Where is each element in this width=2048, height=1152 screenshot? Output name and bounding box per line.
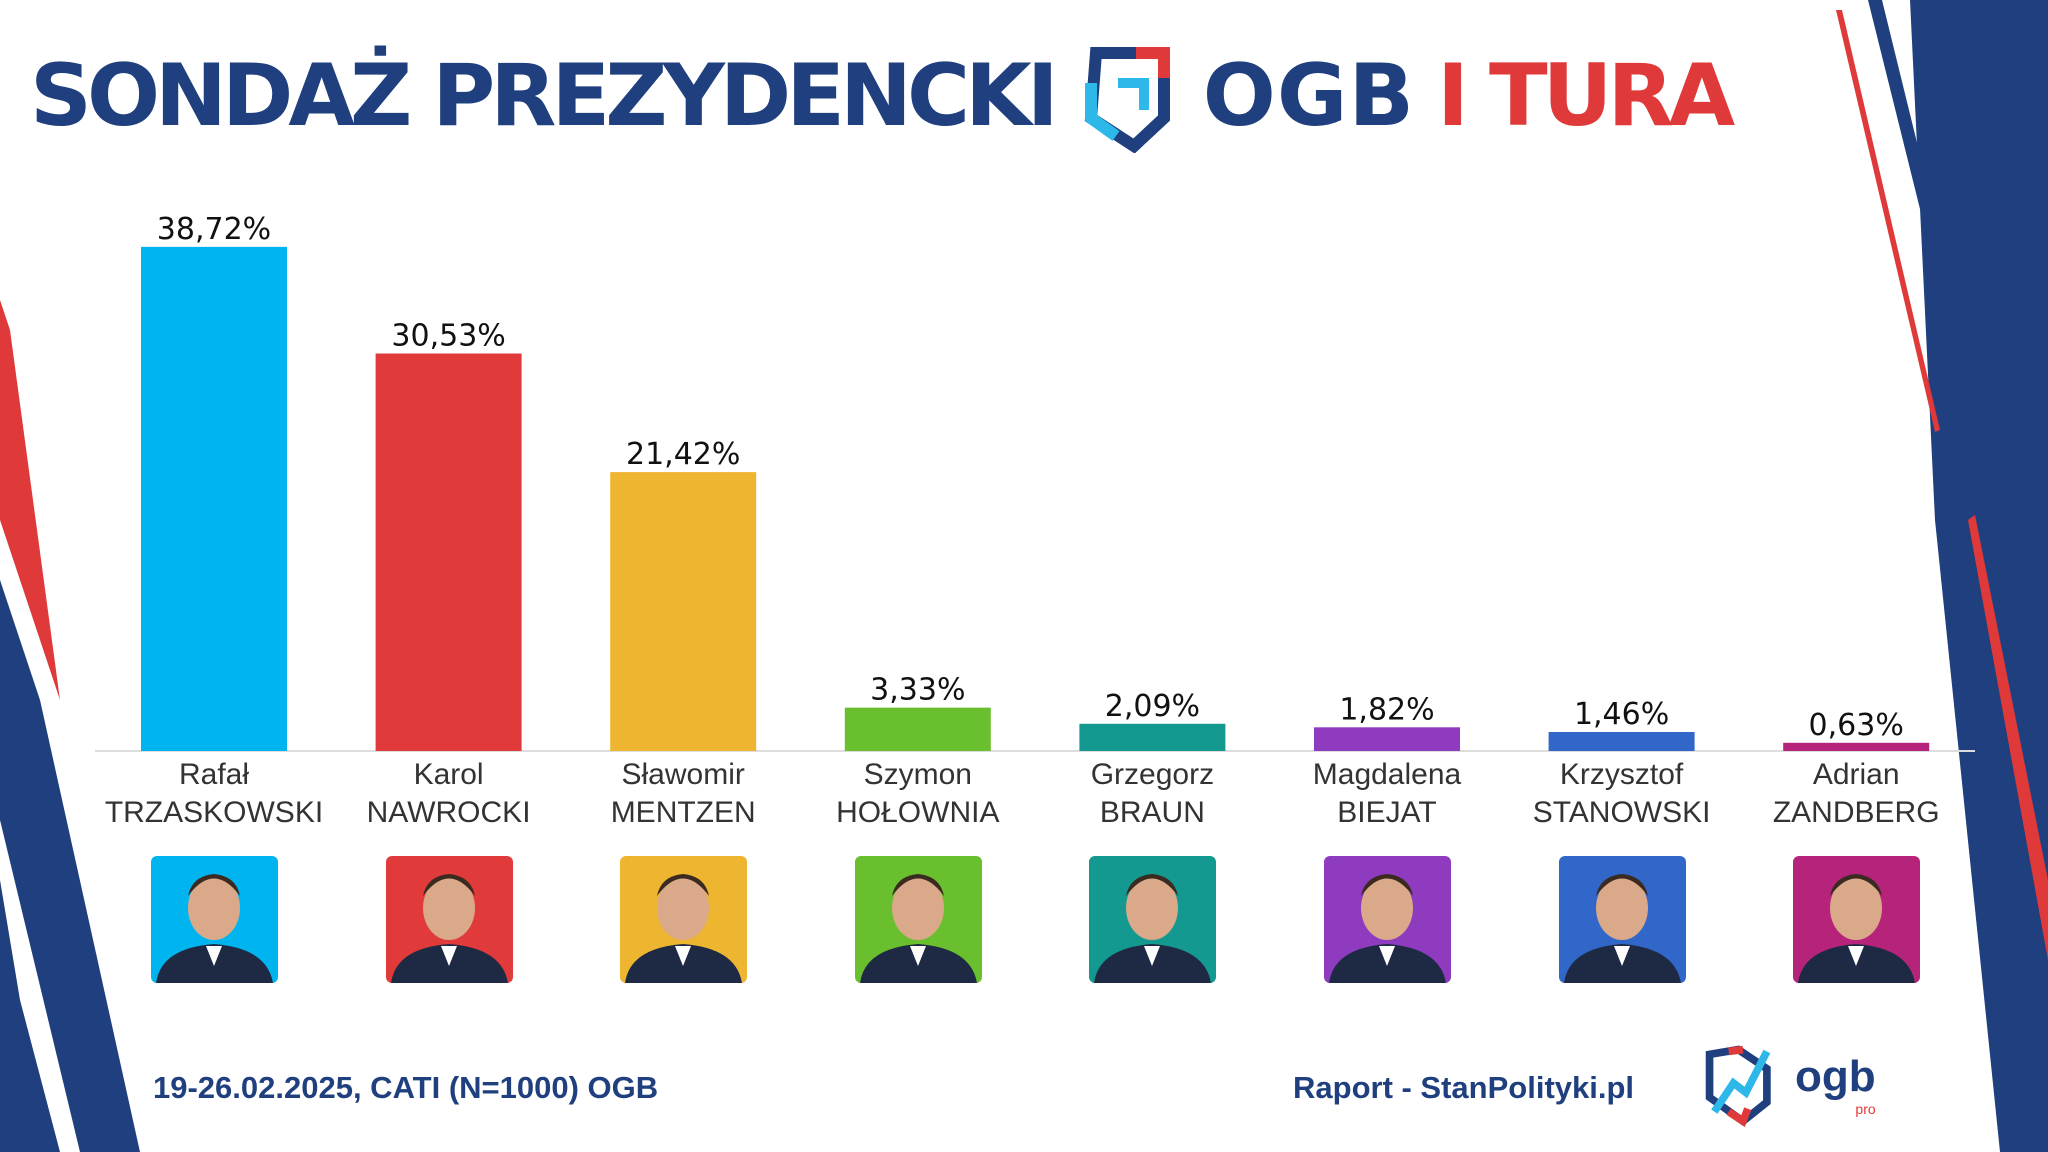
- last-name: HOŁOWNIA: [836, 796, 1000, 829]
- candidate-name: Karol NAWROCKI: [334, 756, 564, 832]
- data-label: 0,63%: [1809, 708, 1904, 743]
- data-label: 1,46%: [1574, 697, 1669, 732]
- last-name: BRAUN: [1099, 796, 1205, 829]
- ogb-shield-logo: [1084, 47, 1170, 153]
- data-label: 1,82%: [1339, 692, 1434, 727]
- first-name: Rafał: [178, 758, 250, 791]
- ogb-logo-text: ogb: [1795, 1052, 1876, 1101]
- candidate-photo: [1558, 856, 1686, 983]
- data-label: 30,53%: [391, 318, 505, 353]
- bar: [844, 707, 991, 751]
- candidate-photo: [1324, 856, 1451, 983]
- bar: [1079, 723, 1226, 751]
- data-label: 3,33%: [870, 673, 965, 708]
- data-label: 38,72%: [157, 212, 271, 247]
- ogb-pro-logo-icon: [1705, 1045, 1771, 1128]
- round-label: I TURA: [1437, 45, 1735, 146]
- last-name: ZANDBERG: [1772, 796, 1940, 829]
- source-link[interactable]: Raport - StanPolityki.pl: [1293, 1070, 1635, 1105]
- last-name: BIEJAT: [1337, 796, 1437, 829]
- bar: [1314, 727, 1460, 751]
- bar: [375, 353, 522, 751]
- bar: [610, 472, 757, 751]
- candidate-photo: [1793, 856, 1921, 983]
- candidate-name: Adrian ZANDBERG: [1741, 756, 1971, 832]
- brand-ogb: OGB: [1202, 45, 1416, 146]
- last-name: STANOWSKI: [1532, 796, 1711, 829]
- candidate-name: Grzegorz BRAUN: [1037, 756, 1267, 832]
- ogb-pro-logo: ogb pro: [1795, 1052, 1876, 1118]
- bar: [1548, 731, 1695, 751]
- candidate-photo: [620, 856, 748, 983]
- candidate-photo: [854, 856, 982, 983]
- candidate-name: Szymon HOŁOWNIA: [803, 756, 1033, 832]
- page-title: SONDAŻ PREZYDENCKI: [30, 45, 1059, 146]
- first-name: Sławomir: [621, 758, 745, 791]
- first-name: Magdalena: [1312, 758, 1462, 791]
- candidate-photo: [151, 856, 278, 983]
- candidate-name: Sławomir MENTZEN: [568, 756, 798, 832]
- header: SONDAŻ PREZYDENCKI OGB I TURA: [30, 38, 1735, 153]
- data-label: 2,09%: [1105, 689, 1200, 724]
- candidate-photo: [385, 856, 513, 983]
- first-name: Karol: [413, 758, 484, 791]
- candidate-name: Magdalena BIEJAT: [1272, 756, 1502, 832]
- first-name: Krzysztof: [1559, 758, 1684, 791]
- candidate-name: Rafał TRZASKOWSKI: [99, 756, 329, 832]
- first-name: Grzegorz: [1090, 758, 1215, 791]
- last-name: NAWROCKI: [366, 796, 531, 829]
- survey-method: 19-26.02.2025, CATI (N=1000) OGB: [153, 1070, 659, 1105]
- first-name: Szymon: [863, 758, 972, 791]
- data-label: 21,42%: [626, 437, 740, 472]
- candidate-name: Krzysztof STANOWSKI: [1507, 756, 1737, 832]
- bar: [1783, 742, 1930, 751]
- ogb-logo-sub: pro: [1855, 1101, 1876, 1117]
- last-name: TRZASKOWSKI: [104, 796, 324, 829]
- first-name: Adrian: [1812, 758, 1900, 791]
- bar: [141, 246, 287, 751]
- candidate-photo: [1089, 856, 1217, 983]
- last-name: MENTZEN: [610, 796, 756, 829]
